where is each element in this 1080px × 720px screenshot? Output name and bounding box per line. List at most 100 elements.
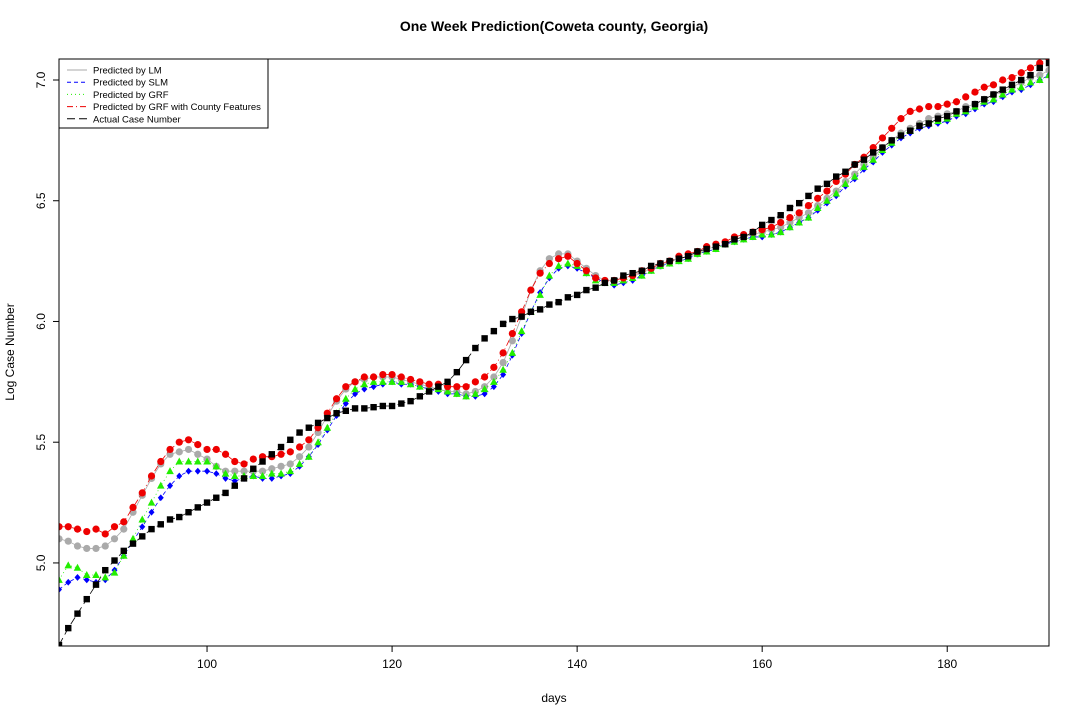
point [508, 329, 516, 338]
point [194, 441, 202, 449]
point [1017, 69, 1025, 77]
point [203, 457, 211, 465]
point [176, 472, 183, 480]
point [352, 390, 359, 398]
point [120, 547, 127, 555]
point [500, 371, 507, 378]
point [804, 201, 813, 210]
point [675, 255, 683, 262]
point [166, 516, 174, 523]
point [814, 185, 821, 192]
point [499, 349, 507, 357]
x-tick-label: 120 [382, 657, 402, 671]
point [962, 105, 969, 113]
point [64, 523, 72, 531]
point [139, 533, 146, 540]
point [795, 209, 803, 217]
point [65, 578, 72, 586]
point [259, 458, 266, 465]
point [638, 271, 646, 279]
point [59, 535, 63, 543]
point [398, 400, 405, 407]
point [564, 259, 572, 267]
point [361, 385, 368, 393]
point [369, 377, 378, 385]
point [1045, 66, 1049, 74]
point [102, 566, 109, 574]
point [407, 397, 414, 405]
point [406, 380, 415, 388]
point [490, 377, 498, 385]
point [176, 513, 183, 521]
point [258, 472, 267, 480]
point [157, 521, 164, 528]
point [860, 156, 868, 163]
point [92, 581, 100, 588]
point [934, 102, 942, 111]
point [92, 571, 100, 579]
point [435, 383, 442, 390]
point [101, 573, 110, 581]
y-axis-label: Log Case Number [3, 303, 17, 400]
point [295, 459, 304, 467]
point [657, 260, 664, 267]
point [59, 523, 63, 531]
series-line [59, 74, 1049, 590]
plot-area [59, 59, 1049, 646]
point [286, 460, 294, 468]
point [878, 134, 887, 142]
point [777, 218, 785, 227]
point [629, 269, 636, 277]
point [638, 267, 646, 274]
point [193, 457, 202, 465]
point [869, 155, 878, 163]
point [147, 498, 156, 506]
series-line [59, 69, 1049, 549]
point [443, 387, 452, 395]
y-tick-label: 5.5 [34, 434, 48, 451]
legend-label: Predicted by GRF [93, 90, 169, 101]
point [360, 373, 368, 381]
point [286, 448, 294, 456]
point [148, 508, 155, 516]
point [175, 438, 183, 446]
point [647, 262, 655, 270]
point [213, 494, 220, 501]
point [120, 525, 128, 533]
point [231, 482, 238, 489]
point [481, 373, 489, 381]
legend-label: Predicted by LM [93, 66, 162, 77]
y-tick-label: 7.0 [34, 71, 48, 88]
point [212, 462, 221, 470]
point [120, 518, 128, 526]
point [148, 525, 155, 533]
point [758, 221, 766, 229]
point [1045, 71, 1049, 79]
point [194, 467, 201, 475]
y-tick-label: 5.0 [34, 554, 48, 571]
point [194, 450, 202, 458]
point [444, 378, 451, 386]
point [989, 81, 998, 89]
point [952, 98, 961, 106]
point [842, 168, 849, 175]
point [564, 294, 572, 301]
point [268, 451, 276, 458]
point [712, 243, 720, 250]
legend-label: Predicted by SLM [93, 78, 168, 89]
point [305, 452, 313, 460]
point [268, 465, 276, 473]
point [998, 90, 1007, 98]
point [620, 272, 627, 279]
point [231, 457, 239, 466]
point [157, 494, 164, 502]
point [508, 337, 516, 345]
point [786, 214, 794, 222]
point [536, 306, 544, 313]
y-tick-label: 6.0 [34, 313, 48, 330]
point [545, 271, 554, 279]
point [471, 389, 480, 397]
x-tick-label: 180 [937, 657, 957, 671]
